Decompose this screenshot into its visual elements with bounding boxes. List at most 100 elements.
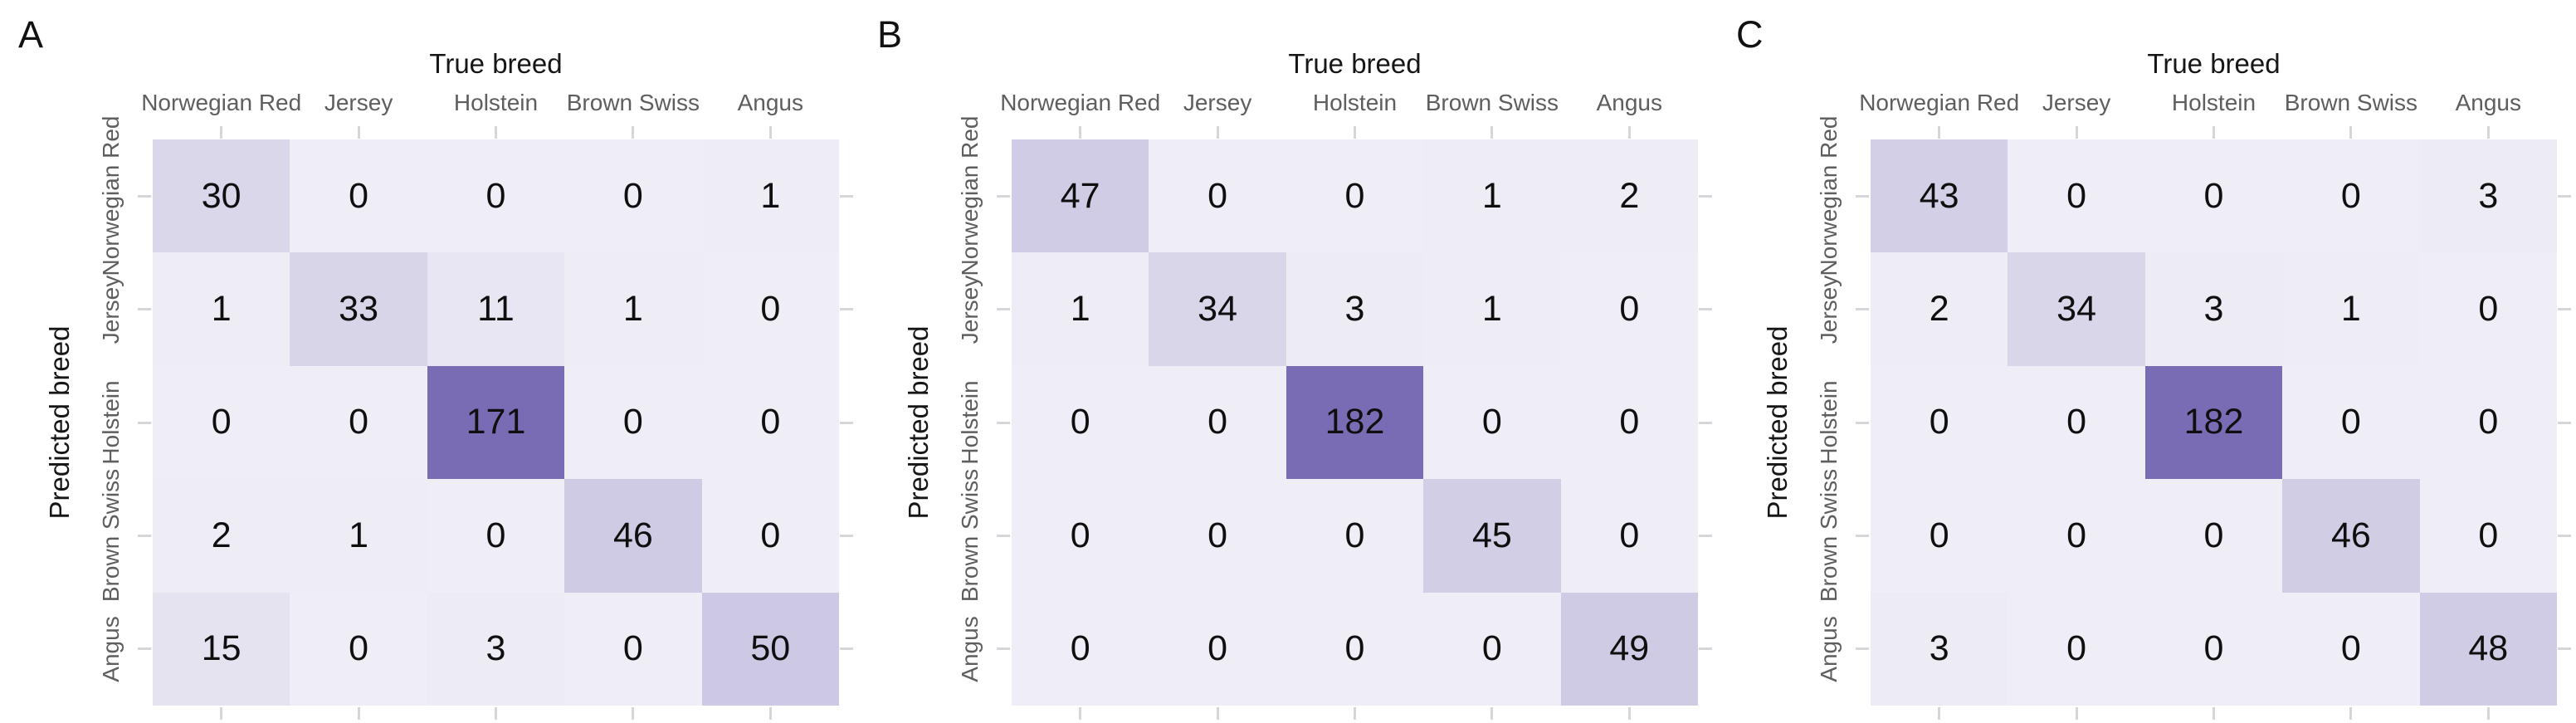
matrix-cell: 0 (290, 592, 427, 706)
matrix-cell: 15 (153, 592, 290, 706)
bottom-tick-mark (1216, 707, 1219, 720)
left-tick-mark (138, 308, 151, 311)
confusion-matrix: 43 0 0 0 3 2 34 3 1 0 0 0 182 0 0 0 0 0 46 0 3 0 0 0 48 (1871, 139, 2557, 706)
matrix-cell: 0 (564, 139, 702, 253)
matrix-cell: 0 (1871, 365, 2008, 480)
matrix-cell: 0 (1560, 365, 1698, 480)
y-axis-title: Predicted breed (44, 325, 75, 520)
heatmap-panel-C: C True breed Predicted breed Norwegian Red J… (1718, 0, 2576, 723)
column-label: Jersey (324, 90, 393, 115)
left-tick-mark (997, 308, 1010, 311)
row-label: Holstein (957, 380, 983, 465)
column-label: Angus (737, 90, 803, 115)
column-label: Jersey (1183, 90, 1252, 115)
matrix-cell: 0 (701, 365, 839, 480)
bottom-tick-mark (632, 707, 635, 720)
column-label: Norwegian Red (141, 90, 302, 115)
matrix-cell: 182 (2144, 365, 2283, 480)
matrix-cell: 0 (1149, 365, 1286, 480)
matrix-cell: 0 (1560, 252, 1698, 366)
column-label: Holstein (2171, 90, 2256, 115)
right-tick-mark (1699, 308, 1712, 311)
matrix-cell: 45 (1423, 479, 1561, 593)
top-tick-mark (2213, 126, 2215, 139)
right-tick-mark (840, 647, 853, 651)
matrix-cell: 0 (1871, 479, 2008, 593)
matrix-cell: 2 (1560, 139, 1698, 253)
matrix-cell: 0 (2008, 139, 2145, 253)
left-tick-mark (1856, 421, 1869, 424)
heatmap-panel-A: A True breed Predicted breed Norwegian Red J… (0, 0, 859, 723)
column-label: Angus (2455, 90, 2521, 115)
matrix-cell: 34 (2008, 252, 2145, 366)
matrix-cell: 46 (564, 479, 702, 593)
bottom-tick-mark (1490, 707, 1494, 720)
matrix-cell: 47 (1012, 139, 1149, 253)
left-tick-mark (1856, 194, 1869, 198)
row-label: Angus (98, 616, 124, 682)
right-tick-mark (2558, 647, 2571, 651)
row-label: Holstein (1816, 380, 1842, 465)
matrix-cell: 0 (1012, 592, 1149, 706)
heatmap-panel-B: B True breed Predicted breed Norwegian Red J… (859, 0, 1718, 723)
top-tick-mark (1938, 126, 1941, 139)
matrix-cell: 34 (1149, 252, 1286, 366)
top-tick-mark (2486, 126, 2490, 139)
left-tick-mark (138, 647, 151, 651)
matrix-cell: 0 (1012, 479, 1149, 593)
column-label: Norwegian Red (1859, 90, 2020, 115)
right-tick-mark (1699, 421, 1712, 424)
bottom-tick-mark (220, 707, 223, 720)
top-tick-mark (1354, 126, 1356, 139)
top-tick-mark (1490, 126, 1494, 139)
matrix-cell: 0 (564, 365, 702, 480)
matrix-cell: 11 (427, 252, 565, 366)
matrix-cell: 0 (1286, 479, 1424, 593)
matrix-cell: 50 (701, 592, 839, 706)
matrix-cell: 3 (2419, 139, 2557, 253)
matrix-cell: 0 (2282, 592, 2420, 706)
x-axis-title: True breed (429, 48, 563, 79)
matrix-cell: 0 (1149, 479, 1286, 593)
matrix-cell: 0 (1423, 365, 1561, 480)
matrix-cell: 0 (2419, 479, 2557, 593)
x-axis-title: True breed (2147, 48, 2281, 79)
top-tick-mark (1627, 126, 1631, 139)
matrix-cell: 0 (2144, 139, 2283, 253)
column-label: Angus (1596, 90, 1662, 115)
top-tick-mark (1079, 126, 1082, 139)
matrix-cell: 0 (2144, 592, 2283, 706)
left-tick-mark (997, 421, 1010, 424)
bottom-tick-mark (495, 707, 497, 720)
bottom-tick-mark (1627, 707, 1631, 720)
left-tick-mark (138, 194, 151, 198)
left-tick-mark (997, 647, 1010, 651)
matrix-cell: 0 (290, 365, 427, 480)
left-tick-mark (138, 534, 151, 537)
row-label: Jersey (98, 275, 124, 344)
y-axis-title: Predicted breed (903, 325, 934, 520)
matrix-cell: 0 (2282, 139, 2420, 253)
right-tick-mark (840, 421, 853, 424)
matrix-cell: 3 (2144, 252, 2283, 366)
left-tick-mark (1856, 308, 1869, 311)
matrix-cell: 0 (1286, 592, 1424, 706)
row-label: Brown Swiss (957, 469, 983, 603)
matrix-cell: 182 (1286, 365, 1424, 480)
top-tick-mark (632, 126, 635, 139)
confusion-matrix: 47 0 0 1 2 1 34 3 1 0 0 0 182 0 0 0 0 0 45 0 0 0 0 0 49 (1012, 139, 1698, 706)
left-tick-mark (1856, 647, 1869, 651)
matrix-cell: 0 (2144, 479, 2283, 593)
bottom-tick-mark (1938, 707, 1941, 720)
panel-letter: C (1736, 13, 1764, 56)
row-label: Angus (957, 616, 983, 682)
matrix-cell: 0 (1149, 139, 1286, 253)
row-label: Norwegian Red (957, 115, 983, 276)
top-tick-mark (2075, 126, 2078, 139)
matrix-cell: 1 (1423, 252, 1561, 366)
matrix-cell: 0 (290, 139, 427, 253)
top-tick-mark (768, 126, 772, 139)
matrix-cell: 0 (153, 365, 290, 480)
matrix-cell: 48 (2419, 592, 2557, 706)
column-label: Brown Swiss (566, 90, 700, 115)
